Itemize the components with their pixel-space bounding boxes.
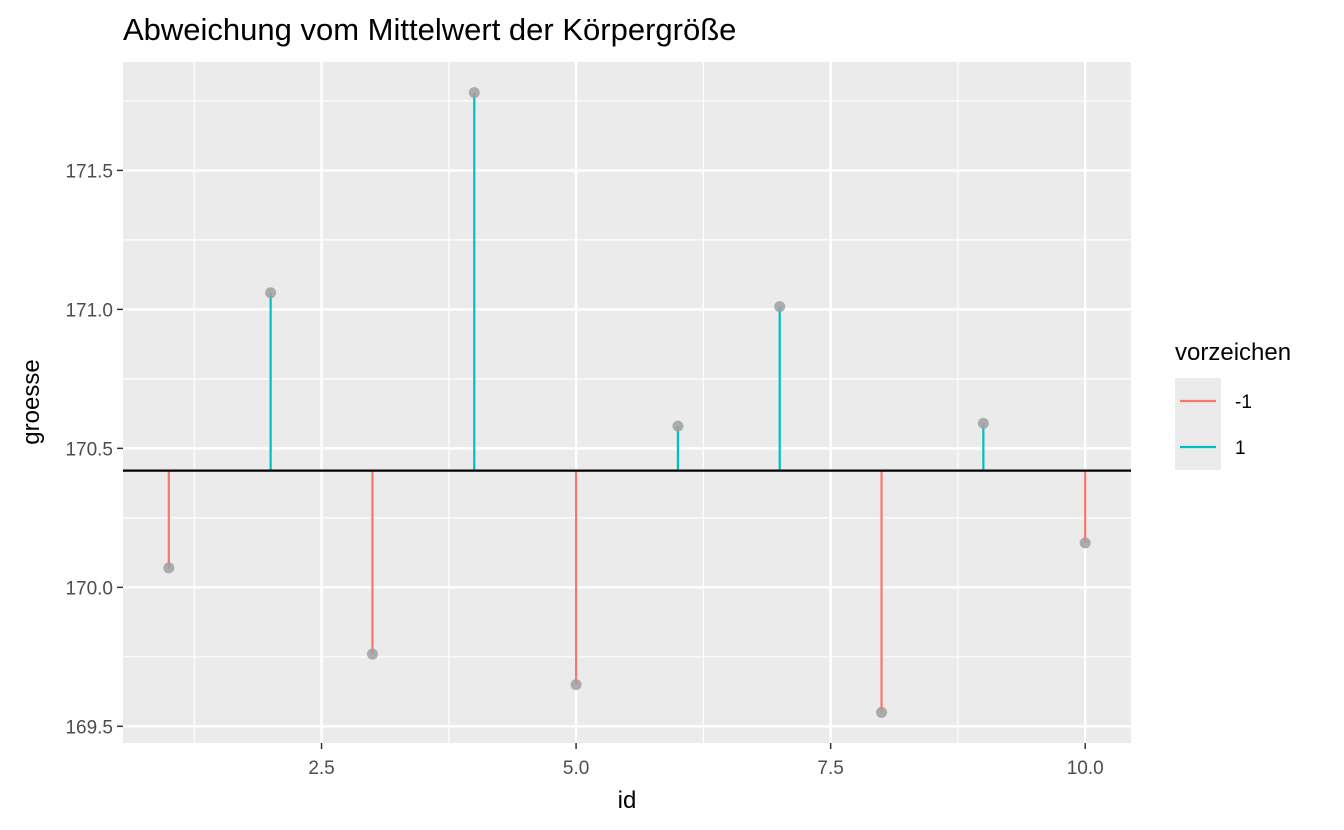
major-gridlines bbox=[123, 62, 1131, 743]
x-tick-label: 7.5 bbox=[817, 758, 843, 779]
x-axis-label: id bbox=[618, 787, 637, 814]
x-tick-label: 5.0 bbox=[563, 758, 589, 779]
axis-ticks: 2.5 5.0 7.5 10.0 169.5 170.0 170.5 171.0 171.5 bbox=[65, 161, 1103, 779]
point-1 bbox=[163, 562, 175, 574]
point-8 bbox=[876, 706, 888, 718]
legend-label: -1 bbox=[1235, 392, 1252, 413]
minor-gridlines bbox=[123, 62, 1131, 743]
stems bbox=[167, 92, 1087, 713]
point-2 bbox=[265, 287, 277, 299]
legend-label: 1 bbox=[1235, 438, 1246, 459]
y-tick-label: 171.0 bbox=[65, 300, 113, 321]
chart-title: Abweichung vom Mittelwert der Körpergröß… bbox=[123, 12, 736, 47]
point-4 bbox=[468, 87, 480, 99]
plot-panel bbox=[123, 62, 1131, 743]
point-5 bbox=[570, 679, 582, 691]
legend-title: vorzeichen bbox=[1175, 339, 1291, 366]
point-3 bbox=[366, 648, 378, 660]
point-9 bbox=[977, 417, 989, 429]
points bbox=[163, 87, 1091, 718]
y-tick-label: 169.5 bbox=[65, 717, 113, 738]
point-7 bbox=[774, 301, 786, 313]
y-tick-label: 170.5 bbox=[65, 439, 113, 460]
y-tick-label: 171.5 bbox=[65, 161, 113, 182]
point-10 bbox=[1079, 537, 1091, 549]
x-tick-label: 2.5 bbox=[308, 758, 334, 779]
legend: vorzeichen -1 1 bbox=[1175, 339, 1291, 470]
y-tick-label: 170.0 bbox=[65, 578, 113, 599]
x-tick-label: 10.0 bbox=[1067, 758, 1104, 779]
point-6 bbox=[672, 420, 684, 432]
y-axis-label: groesse bbox=[18, 359, 45, 444]
